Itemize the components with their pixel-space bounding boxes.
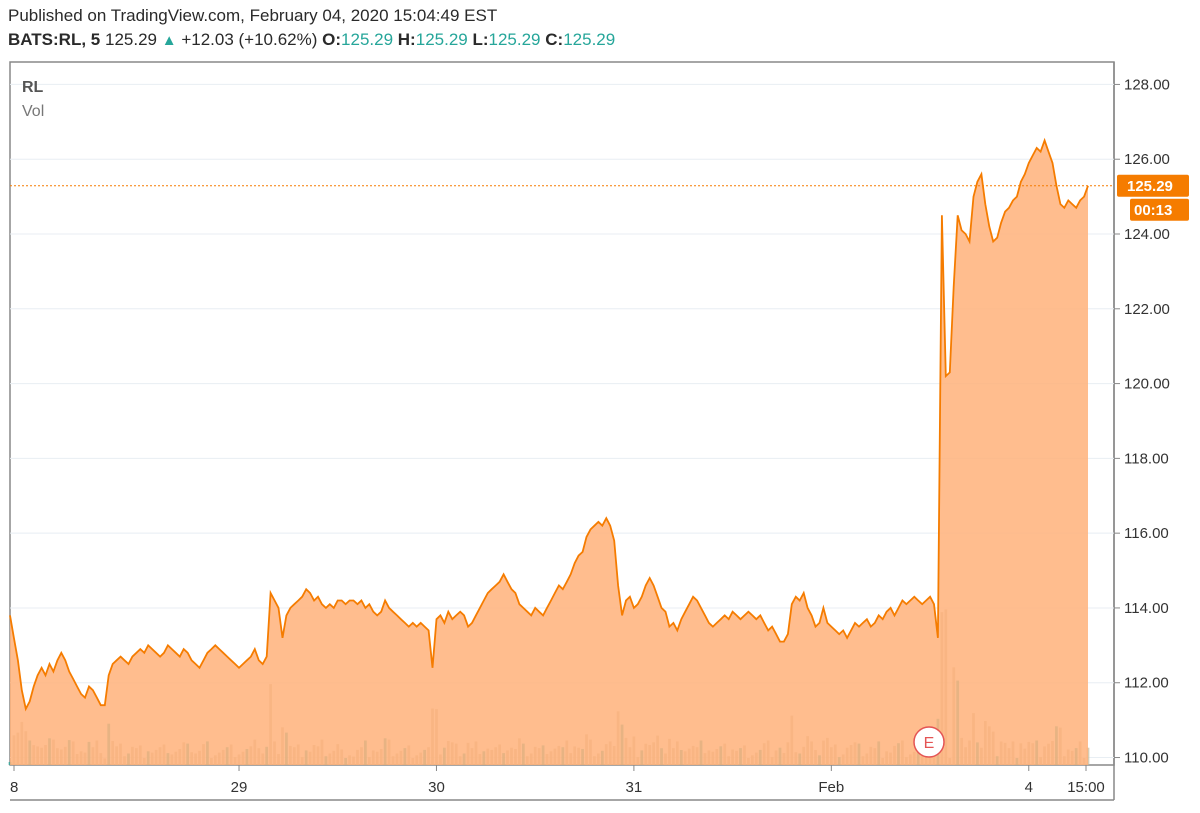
x-tick-label: 4 bbox=[1025, 779, 1033, 796]
legend-volume: Vol bbox=[22, 103, 44, 120]
y-tick-label: 124.00 bbox=[1124, 226, 1170, 243]
y-tick-label: 112.00 bbox=[1124, 675, 1169, 692]
earnings-marker[interactable]: E bbox=[913, 726, 945, 758]
open-label: O: bbox=[322, 30, 342, 49]
up-triangle-icon: ▲ bbox=[161, 32, 177, 49]
countdown-tag: 00:13 bbox=[1130, 198, 1189, 221]
open-value: 125.29 bbox=[341, 30, 394, 49]
price-line bbox=[9, 137, 1089, 712]
legend-symbol: RL bbox=[22, 79, 44, 96]
symbol-line: BATS:RL, 5 125.29 ▲ +12.03 (+10.62%) O:1… bbox=[8, 30, 615, 50]
x-tick-label: 30 bbox=[428, 779, 445, 796]
earnings-circle-icon[interactable] bbox=[913, 726, 945, 758]
price-axis: 128.00 126.00 124.00 122.00 120.00 118.00 116.… bbox=[1114, 76, 1170, 767]
time-axis: 8 29 30 31 Feb 4 15:00 bbox=[10, 765, 1105, 796]
y-tick-label: 114.00 bbox=[1124, 600, 1169, 617]
close-label: C: bbox=[545, 30, 564, 49]
change-value: +12.03 (+10.62%) bbox=[181, 30, 318, 49]
price-value: 125.29 bbox=[104, 30, 157, 49]
y-tick-label: 116.00 bbox=[1124, 525, 1169, 542]
price-area bbox=[10, 140, 1088, 765]
x-tick-label: Feb bbox=[818, 779, 844, 796]
y-tick-label: 110.00 bbox=[1124, 750, 1169, 767]
countdown-label: 00:13 bbox=[1134, 202, 1172, 219]
last-price-tag: 125.29 bbox=[1117, 174, 1189, 197]
low-value: 125.29 bbox=[488, 30, 541, 49]
symbol-label: BATS:RL, 5 bbox=[8, 30, 101, 49]
x-tick-label: 31 bbox=[626, 779, 643, 796]
x-tick-label: 15:00 bbox=[1067, 779, 1105, 796]
earnings-label: E bbox=[924, 735, 935, 752]
high-label: H: bbox=[397, 30, 416, 49]
last-price-label: 125.29 bbox=[1127, 178, 1173, 195]
y-tick-label: 120.00 bbox=[1124, 376, 1170, 393]
y-tick-label: 128.00 bbox=[1124, 76, 1170, 93]
y-tick-label: 126.00 bbox=[1124, 151, 1170, 168]
published-line: Published on TradingView.com, February 0… bbox=[8, 6, 498, 25]
y-tick-label: 122.00 bbox=[1124, 301, 1170, 318]
x-tick-label: 29 bbox=[231, 779, 248, 796]
x-tick-label: 8 bbox=[10, 779, 18, 796]
y-tick-label: 118.00 bbox=[1124, 450, 1169, 467]
low-label: L: bbox=[472, 30, 489, 49]
close-value: 125.29 bbox=[563, 30, 616, 49]
high-value: 125.29 bbox=[415, 30, 468, 49]
